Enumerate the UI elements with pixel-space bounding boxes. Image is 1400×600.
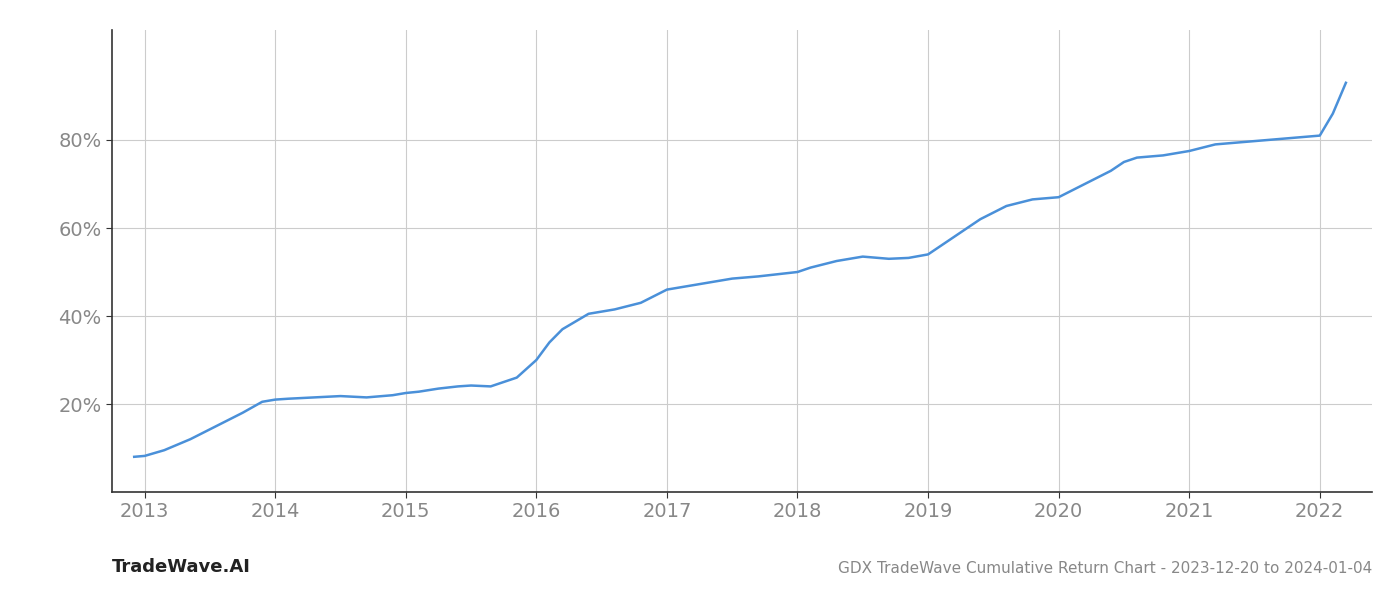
- Text: GDX TradeWave Cumulative Return Chart - 2023-12-20 to 2024-01-04: GDX TradeWave Cumulative Return Chart - …: [837, 561, 1372, 576]
- Text: TradeWave.AI: TradeWave.AI: [112, 558, 251, 576]
